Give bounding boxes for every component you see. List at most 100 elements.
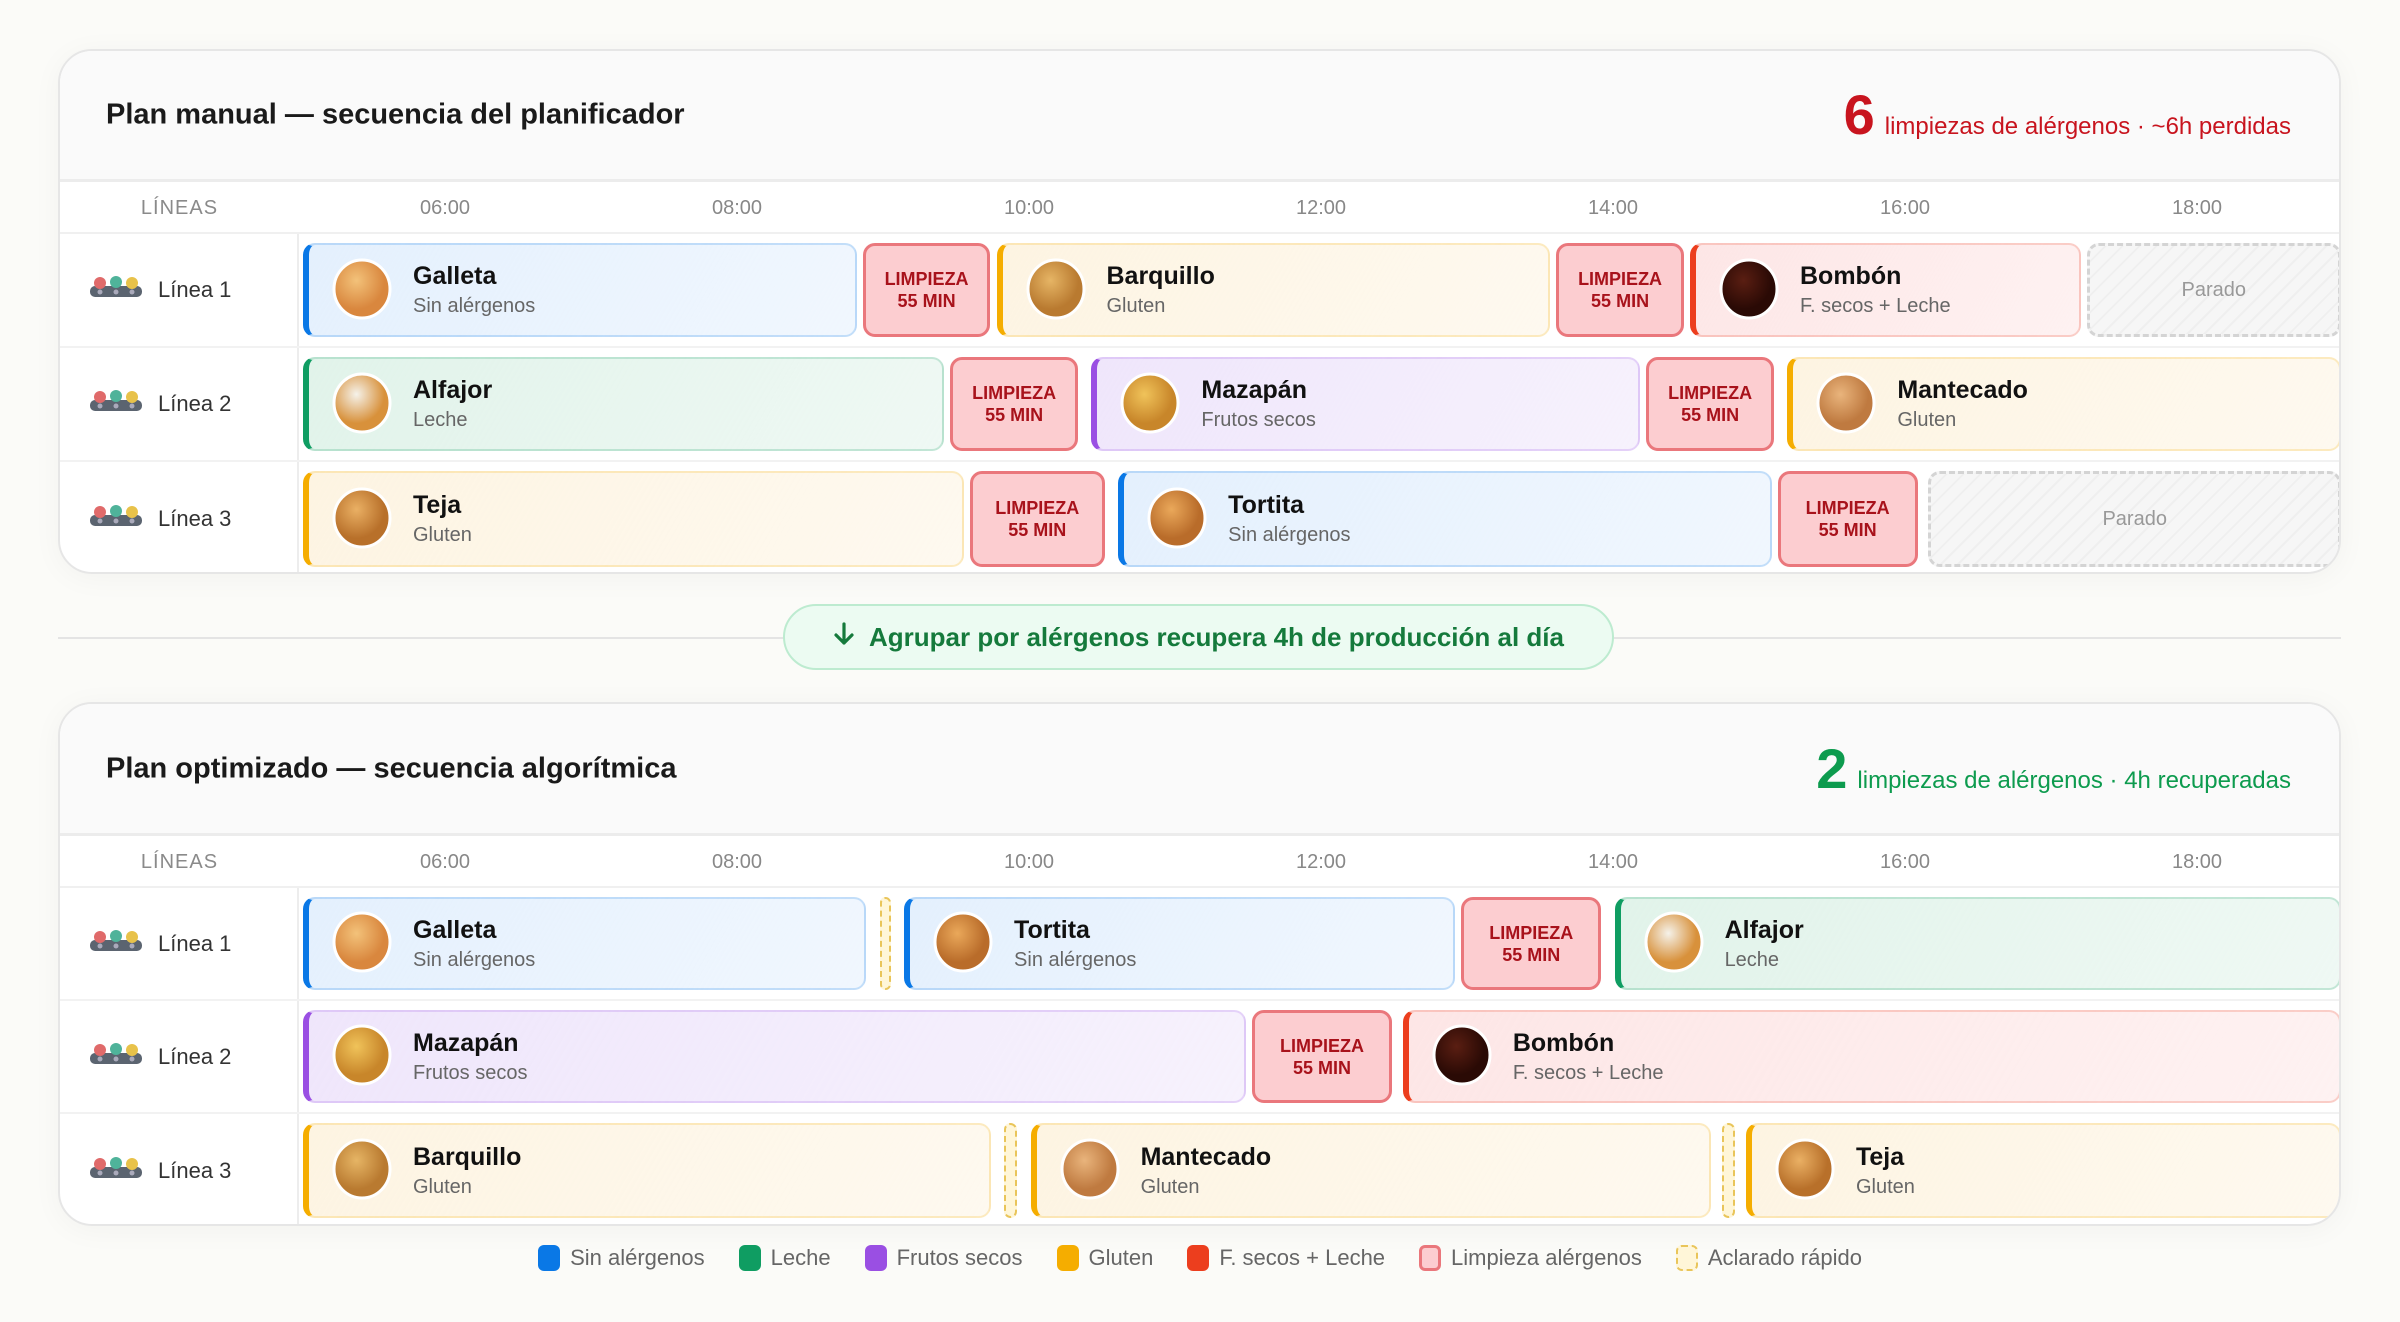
card-header: Plan manual — secuencia del planificador… (60, 51, 2339, 182)
block-text: Mazapán Frutos secos (1201, 376, 1315, 432)
time-axis: LÍNEAS 06:00 08:00 10:00 12:00 14:00 16:00 18:0… (60, 182, 2339, 234)
cleaning-label: LIMPIEZA (995, 498, 1080, 518)
allergen-label: Gluten (1855, 1175, 1915, 1198)
legend: Sin alérgenos Leche Frutos secos Gluten F. s… (0, 1240, 2400, 1276)
line-row: Línea 3 Teja Gluten LIMPIEZA 55 MIN Tortita Si… (60, 462, 2339, 572)
product-name: Teja (413, 491, 462, 519)
lines-column-header: LÍNEAS (140, 197, 219, 219)
block-text: Mazapán Frutos secos (413, 1029, 527, 1085)
product-name: Barquillo (413, 1142, 522, 1171)
line-label: Línea 2 (60, 348, 299, 460)
idle-block[interactable]: Parado (1928, 471, 2339, 567)
legend-item: Sin alérgenos (538, 1245, 705, 1271)
line-name: Línea 1 (158, 277, 232, 302)
cleaning-duration: 55 MIN (1681, 405, 1740, 425)
production-block[interactable]: Galleta Sin alérgenos (303, 897, 867, 990)
teja-icon (329, 484, 395, 555)
legend-label: F. secos + Leche (1219, 1245, 1386, 1270)
optimized-plan-card: Plan optimizado — secuencia algorítmica 2… (58, 702, 2341, 1226)
production-block[interactable]: Alfajor Leche (303, 357, 945, 451)
production-block[interactable]: Tortita Sin alérgenos (1118, 471, 1772, 567)
allergen-cleaning-block[interactable]: LIMPIEZA 55 MIN (862, 243, 991, 337)
line-label: Línea 3 (60, 462, 299, 572)
cleaning-duration: 55 MIN (1818, 520, 1877, 540)
production-block[interactable]: Barquillo Gluten (996, 243, 1551, 337)
cleaning-summary: 2 limpiezas de alérgenos · 4h recuperadas (1816, 736, 2291, 800)
product-name: Bombón (1800, 262, 1902, 290)
allergen-cleaning-block[interactable]: LIMPIEZA 55 MIN (1252, 1010, 1392, 1103)
cookie-icon (329, 255, 395, 326)
production-block[interactable]: Mantecado Gluten (1030, 1123, 1711, 1218)
time-tick: 08:00 (711, 851, 763, 873)
allergen-cleaning-block[interactable]: LIMPIEZA 55 MIN (1461, 897, 1602, 990)
cleaning-summary: 6 limpiezas de alérgenos · ~6h perdidas (1844, 87, 2291, 143)
allergen-cleaning-block[interactable]: LIMPIEZA 55 MIN (1556, 243, 1684, 337)
cleaning-duration: 55 MIN (897, 291, 956, 311)
plan-title: Plan optimizado — secuencia algorítmica (106, 752, 677, 784)
allergen-label: Sin alérgenos (413, 948, 536, 971)
allergen-cleaning-block[interactable]: LIMPIEZA 55 MIN (950, 357, 1079, 451)
time-tick: 10:00 (1003, 197, 1055, 219)
plan-title: Plan manual — secuencia del planificador (106, 98, 685, 131)
tortita-icon (1144, 484, 1210, 555)
production-block[interactable]: Tortita Sin alérgenos (904, 897, 1456, 990)
manual-plan-card: Plan manual — secuencia del planificador… (58, 49, 2341, 574)
time-tick: 06:00 (419, 197, 471, 219)
cleaning-duration: 55 MIN (1591, 291, 1650, 311)
product-name: Barquillo (1106, 262, 1215, 290)
arrow-down-icon (833, 621, 855, 653)
production-block[interactable]: Alfajor Leche (1614, 897, 2339, 990)
time-tick: 12:00 (1295, 851, 1347, 873)
production-block[interactable]: Teja Gluten (303, 471, 964, 567)
line-row: Línea 1 Galleta Sin alérgenos Tortita Sin al… (60, 888, 2339, 1001)
cleaning-duration: 55 MIN (1292, 1057, 1352, 1078)
line-name: Línea 2 (158, 1043, 232, 1069)
production-block[interactable]: Barquillo Gluten (303, 1123, 991, 1218)
production-block[interactable]: Mazapán Frutos secos (303, 1010, 1246, 1103)
allergen-label: F. secos + Leche (1800, 295, 1951, 317)
product-name: Mantecado (1140, 1142, 1272, 1171)
time-tick: 10:00 (1003, 851, 1055, 873)
quick-rinse-block[interactable] (1721, 1123, 1736, 1218)
allergen-cleaning-block[interactable]: LIMPIEZA 55 MIN (969, 471, 1105, 567)
cleaning-count: 2 (1816, 736, 1848, 800)
tortita-icon (930, 908, 996, 979)
cleaning-count: 6 (1843, 83, 1875, 146)
conveyor-icon (88, 1041, 144, 1073)
card-header: Plan optimizado — secuencia algorítmica 2… (60, 704, 2339, 836)
allergen-label: Gluten (1106, 295, 1166, 317)
block-text: Galleta Sin alérgenos (413, 262, 535, 318)
idle-block[interactable]: Parado (2086, 243, 2339, 337)
production-block[interactable]: Galleta Sin alérgenos (303, 243, 857, 337)
production-block[interactable]: Bombón F. secos + Leche (1690, 243, 2081, 337)
allergen-label: Leche (1724, 948, 1780, 971)
product-name: Mazapán (1201, 376, 1307, 404)
legend-item: Aclarado rápido (1675, 1245, 1862, 1271)
idle-label: Parado (2102, 507, 2167, 530)
production-block[interactable]: Teja Gluten (1745, 1123, 2339, 1218)
idle-label: Parado (2181, 278, 2247, 301)
cleaning-label: LIMPIEZA (1489, 922, 1574, 943)
legend-item: Limpieza alérgenos (1419, 1245, 1642, 1271)
conveyor-icon (88, 274, 144, 306)
recovery-banner: Agrupar por alérgenos recupera 4h de pro… (783, 604, 1614, 670)
block-text: Alfajor Leche (413, 376, 492, 432)
lines-column (60, 234, 299, 572)
production-block[interactable]: Bombón F. secos + Leche (1402, 1010, 2339, 1103)
production-block[interactable]: Mantecado Gluten (1787, 357, 2339, 451)
allergen-label: Gluten (1140, 1175, 1200, 1198)
quick-rinse-block[interactable] (879, 897, 891, 990)
cleaning-label: LIMPIEZA (1668, 383, 1753, 403)
cleaning-duration: 55 MIN (985, 405, 1044, 425)
production-block[interactable]: Mazapán Frutos secos (1091, 357, 1641, 451)
quick-rinse-block[interactable] (1003, 1123, 1018, 1218)
conveyor-icon (88, 388, 144, 420)
allergen-label: F. secos + Leche (1512, 1061, 1664, 1084)
cookie-icon (329, 908, 395, 979)
legend-label: Frutos secos (896, 1245, 1023, 1270)
allergen-cleaning-block[interactable]: LIMPIEZA 55 MIN (1777, 471, 1918, 567)
allergen-cleaning-block[interactable]: LIMPIEZA 55 MIN (1646, 357, 1775, 451)
allergen-label: Frutos secos (1201, 409, 1316, 431)
legend-swatch (738, 1245, 761, 1271)
line-label: Línea 1 (60, 234, 299, 346)
